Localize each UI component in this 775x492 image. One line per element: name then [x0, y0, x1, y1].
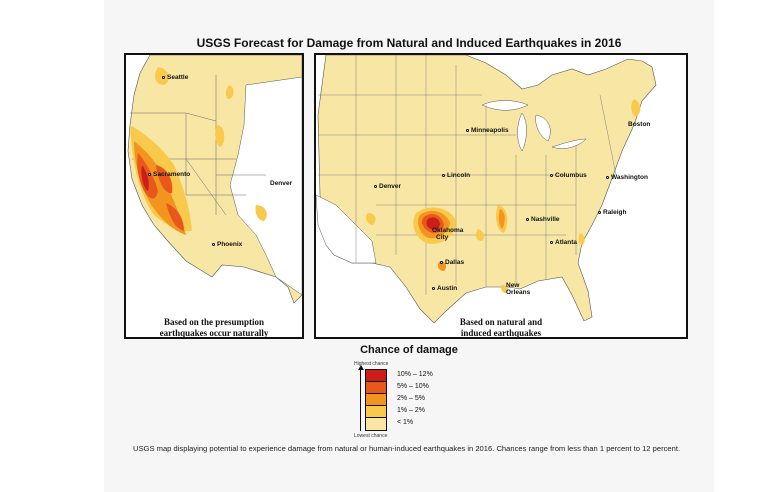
hazard-gulf — [501, 285, 509, 293]
lake-erie — [551, 138, 587, 149]
legend-label-1-2: 1% – 2% — [397, 407, 426, 414]
legend-label-10-12: 10% – 12% — [397, 371, 433, 378]
lake-michigan — [517, 112, 527, 152]
city-nashville: Nashville — [526, 216, 560, 223]
hazard-oklahoma-highest — [426, 217, 440, 230]
city-washington: Washington — [606, 174, 648, 181]
hazard-texas — [437, 261, 447, 271]
legend-swatch-1-2 — [366, 406, 386, 418]
city-minneapolis: Minneapolis — [466, 127, 509, 134]
city-seattle: Seattle — [162, 74, 188, 81]
hazard-new-england — [631, 99, 641, 117]
city-columbus: Columbus — [550, 172, 587, 179]
legend-label-lt1: < 1% — [397, 419, 414, 426]
city-dallas: Dallas — [440, 259, 464, 266]
legend-swatch-10-12 — [366, 370, 386, 382]
legend-swatch-5-10 — [366, 382, 386, 394]
hazard-intermountain — [215, 125, 225, 147]
hazard-new-mexico — [255, 205, 267, 221]
hazard-puget-sound — [155, 67, 169, 85]
hazard-new-madrid-mid — [498, 209, 505, 229]
city-phoenix: Phoenix — [212, 241, 242, 248]
contiguous-us-map — [316, 55, 657, 324]
city-denver-left: Denver — [270, 180, 293, 187]
hazard-wasatch — [225, 85, 234, 99]
right-caption-line2: induced earthquakes — [460, 328, 542, 338]
city-boston: Boston — [628, 121, 651, 128]
lake-superior — [481, 100, 529, 111]
city-new-orleans-line2: Orleans — [506, 289, 531, 296]
city-atlanta: Atlanta — [550, 239, 577, 246]
right-caption-line1: Based on natural and — [459, 317, 543, 327]
legend-label-2-5: 2% – 5% — [397, 395, 426, 402]
natural-and-induced-map-panel: Minneapolis Boston Denver Lincoln Columb… — [314, 53, 688, 339]
legend-label-5-10: 5% – 10% — [397, 383, 429, 390]
legend-title: Chance of damage — [360, 344, 458, 356]
hazard-charleston — [578, 233, 585, 245]
lake-huron — [535, 114, 551, 142]
legend-arrow-icon — [357, 365, 364, 431]
hazard-california-high — [137, 153, 158, 199]
city-new-orleans-line1: New — [506, 282, 520, 289]
city-new-orleans: New Orleans — [506, 282, 530, 296]
city-raleigh: Raleigh — [598, 209, 626, 216]
city-denver-right: Denver — [374, 183, 401, 190]
hazard-eastern-sierra — [156, 165, 173, 194]
city-oklahoma-city-line1: Oklahoma — [432, 227, 464, 234]
hazard-new-mexico-right — [365, 213, 376, 225]
hazard-california-highest — [141, 165, 149, 191]
natural-earthquakes-map-panel: Seattle Sacramento Denver Phoenix Based … — [124, 53, 304, 339]
left-caption: Based on the presumption earthquakes occ… — [126, 317, 302, 338]
right-caption: Based on natural and induced earthquakes — [316, 317, 686, 338]
city-lincoln: Lincoln — [442, 172, 470, 179]
hazard-socal — [166, 203, 184, 231]
city-austin: Austin — [432, 285, 457, 292]
legend-swatch-lt1 — [366, 418, 386, 430]
legend-swatch-2-5 — [366, 394, 386, 406]
southwest-blank-region — [316, 194, 377, 264]
city-oklahoma-city-line2: City — [436, 234, 449, 241]
hazard-arkansas — [475, 229, 485, 241]
left-caption-line1: Based on the presumption — [163, 317, 265, 327]
legend-highest-label: Highest chance — [354, 361, 389, 367]
eastern-blank-region — [229, 76, 302, 296]
legend-lowest-label: Lowest chance — [354, 433, 388, 439]
figure-caption: USGS map displaying potential to experie… — [133, 444, 681, 453]
city-sacramento: Sacramento — [148, 171, 190, 178]
us-land — [317, 55, 657, 324]
legend-color-scale — [365, 369, 387, 431]
city-oklahoma-city: Oklahoma City — [432, 227, 463, 241]
western-us-map — [127, 55, 302, 304]
map-title: USGS Forecast for Damage from Natural an… — [196, 36, 622, 50]
left-caption-line2: earthquakes occur naturally — [159, 328, 269, 338]
